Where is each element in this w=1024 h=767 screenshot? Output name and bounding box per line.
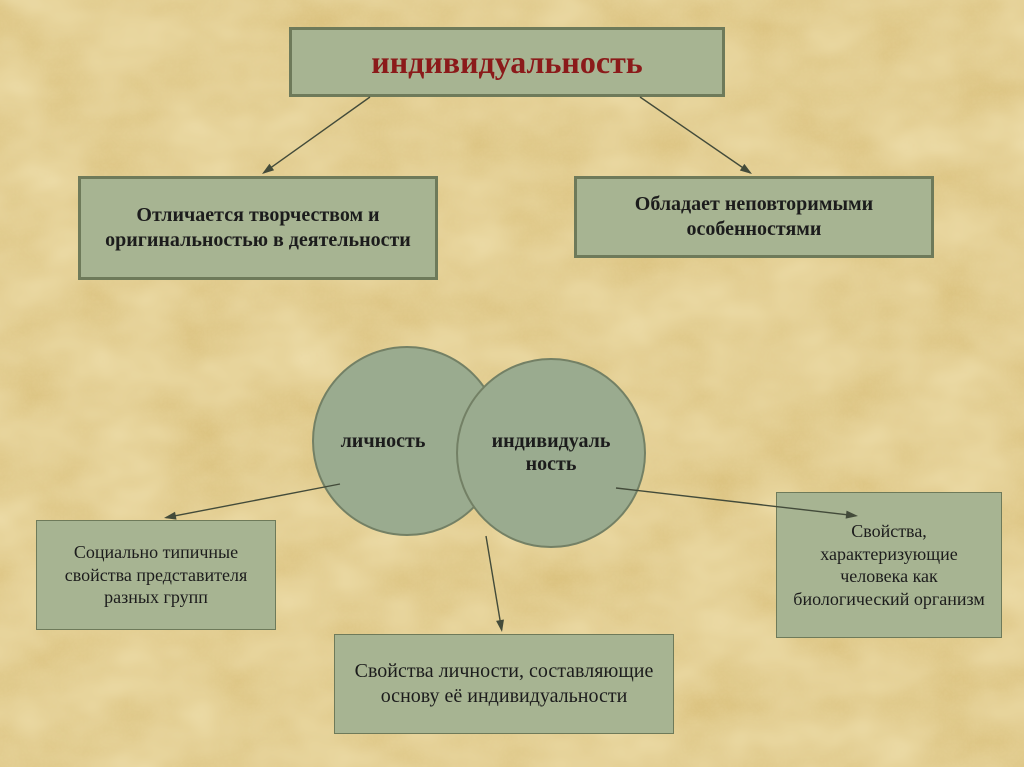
circle-individuality: индивидуаль ность	[456, 358, 646, 548]
box-left-top-text: Отличается творчеством и оригинальностью…	[91, 203, 425, 253]
box-left-top: Отличается творчеством и оригинальностью…	[78, 176, 438, 280]
title-box: индивидуальность	[289, 27, 725, 97]
box-right-bottom-text: Свойства, характеризующие человека как б…	[787, 520, 991, 610]
box-right-bottom: Свойства, характеризующие человека как б…	[776, 492, 1002, 638]
box-left-bottom-text: Социально типичные свойства представител…	[47, 541, 265, 609]
box-left-bottom: Социально типичные свойства представител…	[36, 520, 276, 630]
box-center-bottom: Свойства личности, составляющие основу е…	[334, 634, 674, 734]
diagram-canvas: индивидуальность Отличается творчеством …	[0, 0, 1024, 767]
box-right-top: Обладает неповторимыми особенностями	[574, 176, 934, 258]
box-right-top-text: Обладает неповторимыми особенностями	[587, 192, 921, 242]
box-center-bottom-text: Свойства личности, составляющие основу е…	[345, 659, 663, 709]
circle-personality-text: личность	[341, 430, 426, 453]
circle-individuality-text: индивидуаль ность	[492, 430, 611, 476]
title-text: индивидуальность	[371, 42, 642, 82]
